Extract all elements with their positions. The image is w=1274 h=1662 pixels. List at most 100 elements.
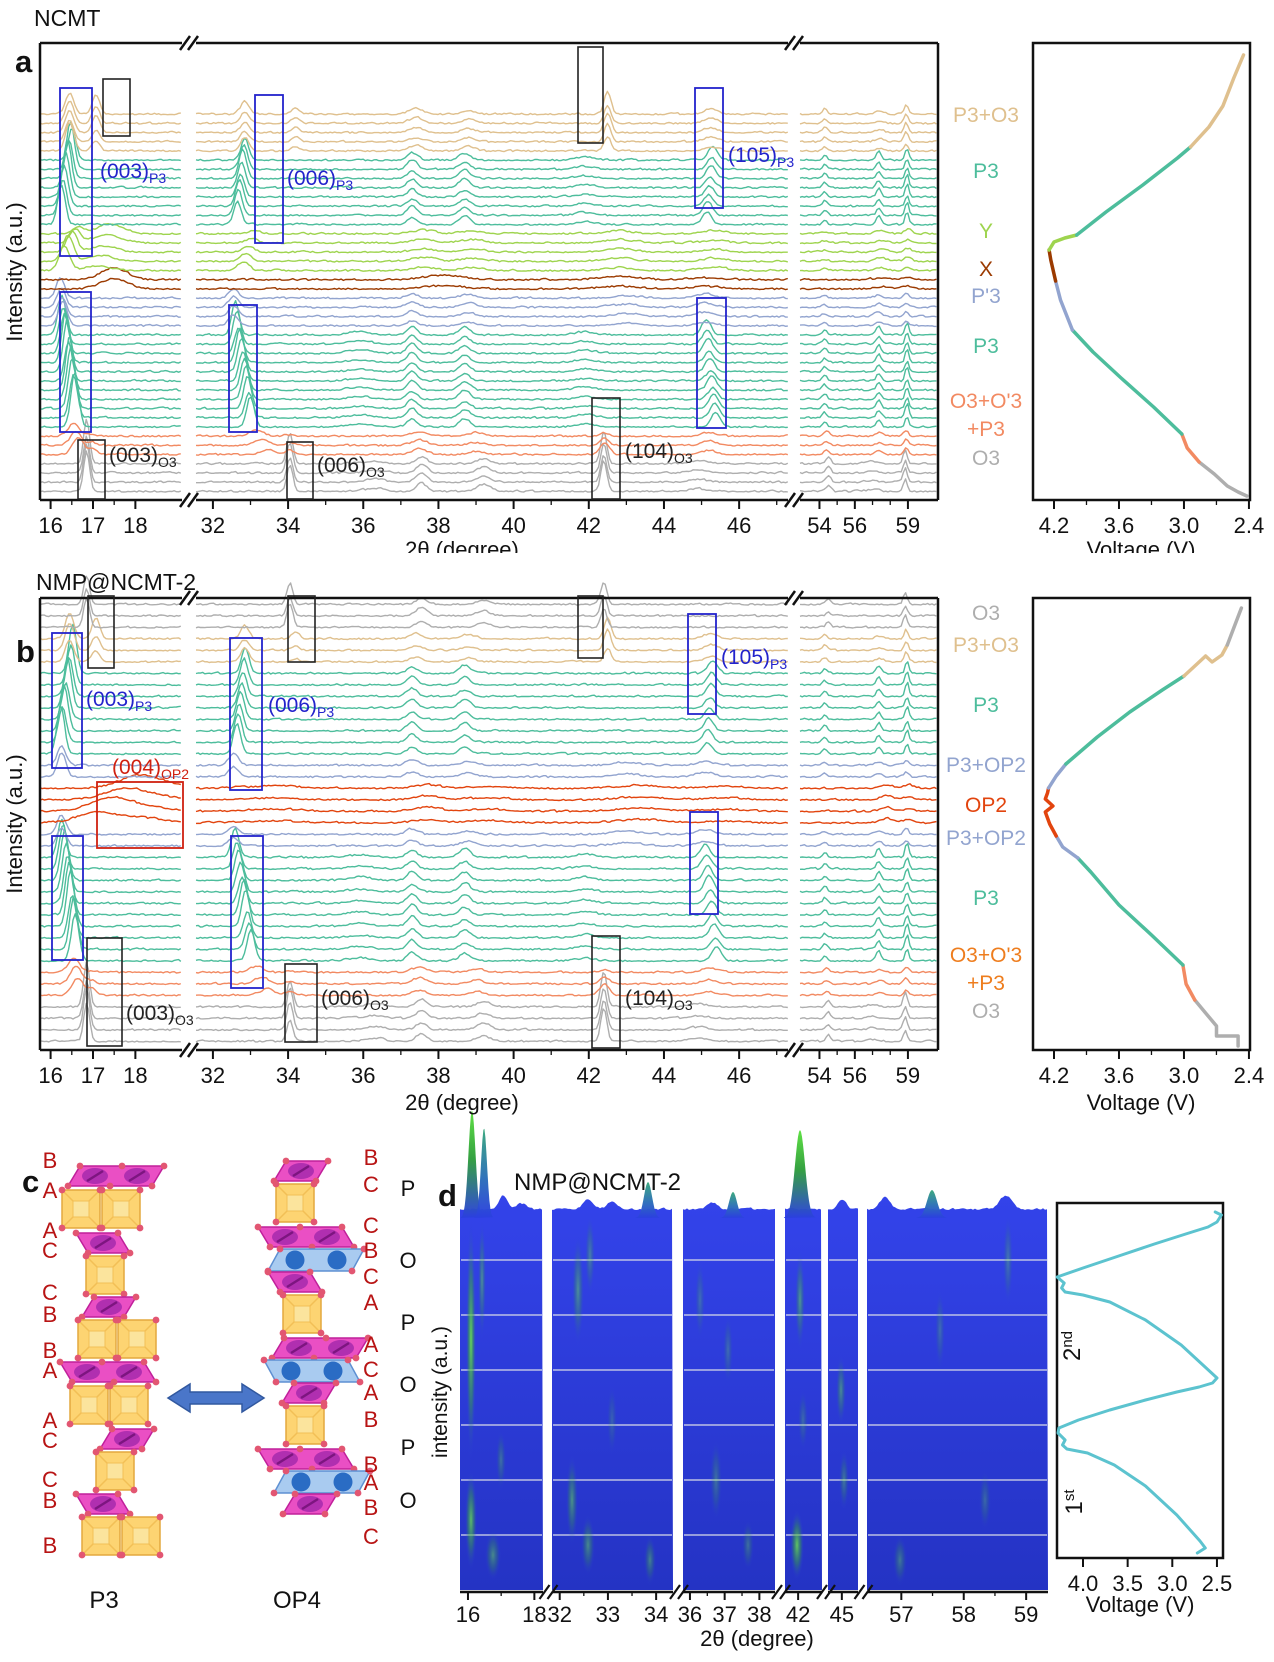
stacking-letter-left: A	[43, 1358, 58, 1383]
surface-ridge	[790, 1510, 804, 1580]
voltage-curve-segment	[1074, 145, 1193, 237]
x-tick-label: 32	[201, 1063, 225, 1088]
x-tick-label: 57	[889, 1602, 913, 1627]
tm-atom-slash	[128, 1169, 146, 1183]
xrd-curve-P3	[40, 164, 937, 208]
voltage-plot-frame	[1031, 41, 1252, 502]
oxygen-atom-dot	[317, 1329, 325, 1337]
axis-break-mark	[186, 492, 200, 508]
na-site	[80, 1396, 98, 1414]
xrd-curve-Y	[39, 234, 937, 263]
oxygen-atom-dot	[92, 1448, 100, 1456]
xrd-curve-P3+O3	[39, 613, 937, 641]
transition-arrow-icon	[166, 1382, 266, 1414]
na-site	[293, 1305, 311, 1323]
phase-label: Y	[979, 220, 993, 243]
surface-peak	[784, 1130, 816, 1218]
tm-atom-slash	[301, 1497, 319, 1511]
stacking-letter-left: B	[43, 1302, 58, 1327]
na-site	[96, 1266, 114, 1284]
stacking-letter-left: A	[43, 1178, 58, 1203]
axis-break-mark	[791, 590, 805, 606]
cycle-2nd-label: 2nd	[1059, 1331, 1086, 1361]
oxygen-atom-dot	[90, 1293, 98, 1301]
tm-atom-slash	[118, 1432, 136, 1446]
axis-break-mark	[779, 1584, 791, 1600]
oxygen-atom-dot	[270, 1489, 278, 1497]
phase-label: P3+OP2	[946, 754, 1026, 777]
na-site	[296, 1416, 314, 1434]
xrd-curve-P3	[39, 897, 937, 951]
oxygen-atom-dot	[152, 1378, 160, 1386]
voltage-curve-segment	[1070, 328, 1184, 436]
tm-atom-slash	[318, 1452, 336, 1466]
panel-d-x-axis-label: 2θ (degree)	[700, 1626, 814, 1651]
x-tick-label: 32	[201, 513, 225, 538]
stacking-letter-right: A	[364, 1332, 379, 1357]
xrd-curve-P3	[39, 128, 937, 162]
stacking-letter-right: A	[364, 1470, 379, 1495]
surface-segment	[683, 1202, 775, 1590]
xrd-curve-P3	[39, 371, 937, 429]
oxygen-atom-dot	[280, 1334, 288, 1342]
peak-highlight-box	[77, 439, 106, 500]
stacking-letter-left: A	[43, 1408, 58, 1433]
tm-atom-slash	[86, 1169, 104, 1183]
prism-octahedra-letter: O	[399, 1488, 416, 1513]
xrd-curve-O3	[39, 988, 937, 1032]
xrd-curve-P3	[39, 345, 937, 401]
oxygen-atom-dot	[338, 1445, 346, 1453]
xrd-curve-P3	[39, 310, 937, 364]
oxygen-atom-dot	[296, 1223, 304, 1231]
voltage-curve-segment	[1193, 998, 1240, 1048]
panel-b-title: NMP@NCMT-2	[36, 569, 196, 595]
panel-b-voltage-axis-label: Voltage (V)	[1087, 1090, 1196, 1115]
phase-label: P3+O3	[953, 104, 1019, 127]
xrd-curve-P3	[39, 829, 937, 882]
peak-highlight-box	[87, 595, 115, 669]
x-tick-label: 16	[38, 513, 62, 538]
oxygen-atom-dot	[136, 1224, 144, 1232]
surface-ridge	[607, 1385, 617, 1455]
oxygen-atom-dot	[56, 1358, 64, 1366]
surface-ridge	[644, 1535, 656, 1585]
peak-highlight-box	[51, 632, 83, 769]
x-tick-label: 40	[501, 1063, 525, 1088]
peak-label: (006)P3	[287, 167, 353, 193]
x-tick-label: 38	[426, 513, 450, 538]
stacking-letter-right: C	[363, 1357, 379, 1382]
na-octahedral-slab	[272, 1470, 372, 1494]
x-tick-label: 34	[276, 1063, 300, 1088]
peak-highlight-box	[287, 595, 316, 663]
axis-break-mark	[791, 35, 805, 51]
x-tick-label: 59	[896, 1063, 920, 1088]
tm-atom-slash	[290, 1341, 308, 1355]
prism-octahedra-letter: P	[401, 1176, 416, 1201]
oxygen-atom-dot	[92, 1486, 100, 1494]
prism-octahedra-letter: O	[399, 1372, 416, 1397]
panel-b-y-axis-label: Intensity (a.u.)	[2, 754, 27, 893]
phase-label: P3	[973, 887, 999, 910]
na-atom	[281, 1361, 301, 1381]
xrd-curve-OP2	[39, 795, 937, 813]
phase-label: P3	[973, 160, 999, 183]
panel-d: 16 18 32 33 34 36 37 38 42 45 57 58 59 4.0 3.5 3.0 2.5	[456, 1110, 1232, 1627]
phase-label: OP2	[965, 794, 1007, 817]
surface-peak	[916, 1190, 948, 1218]
xrd-curve-P3	[39, 706, 937, 744]
panel-d-y-axis-label: intensity (a.u.)	[429, 1326, 452, 1458]
stacking-letter-right: C	[363, 1213, 379, 1238]
voltage-tick-label: 3.0	[1157, 1571, 1188, 1596]
peak-highlight-box	[51, 835, 84, 961]
oxygen-atom-dot	[266, 1465, 274, 1473]
x-tick-label: 56	[843, 1063, 867, 1088]
xrd-curve-P3	[39, 818, 937, 859]
peak-highlight-box	[577, 46, 604, 144]
panel-b-label: b	[16, 634, 35, 669]
x-tick-label: 18	[123, 513, 147, 538]
xrd-curve-P3+O3	[39, 623, 937, 652]
surface-ridge	[795, 1250, 805, 1350]
oxygen-atom-dot	[114, 1229, 122, 1237]
oxygen-atom-dot	[120, 1252, 128, 1260]
